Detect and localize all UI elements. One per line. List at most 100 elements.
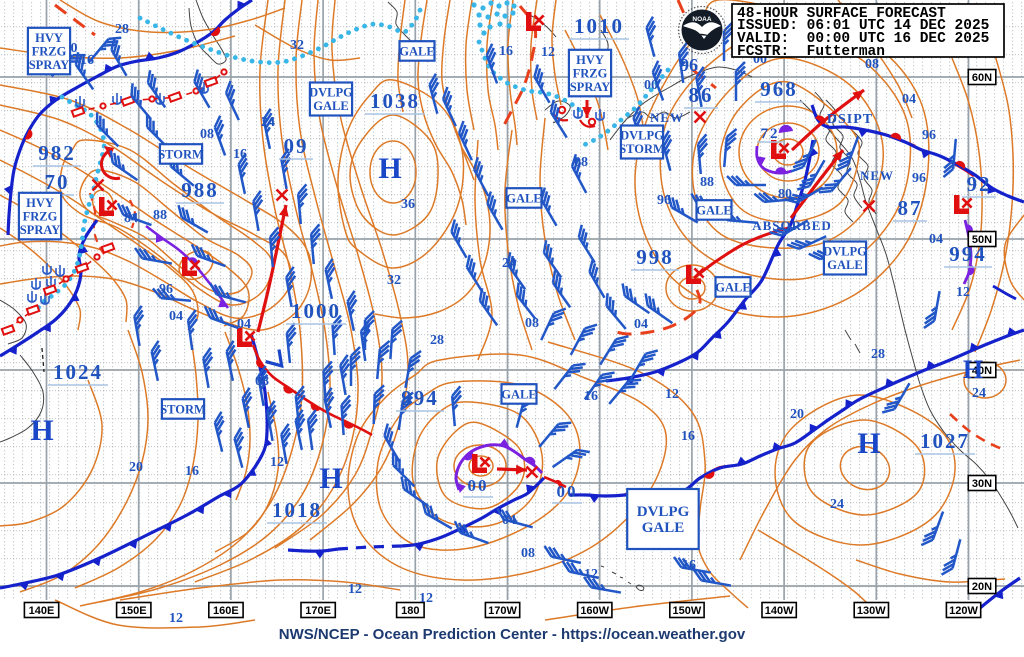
svg-text:GALE: GALE (399, 44, 434, 58)
svg-text:FRZG: FRZG (23, 209, 58, 223)
svg-text:04: 04 (169, 309, 183, 324)
svg-text:0: 0 (71, 41, 78, 56)
svg-text:04: 04 (929, 232, 943, 247)
svg-text:08: 08 (865, 57, 879, 72)
svg-text:HVY: HVY (35, 31, 63, 45)
svg-text:32: 32 (387, 273, 401, 288)
svg-text:H: H (30, 414, 53, 447)
svg-text:87: 87 (898, 196, 923, 220)
svg-text:NEW: NEW (860, 168, 894, 183)
svg-text:08: 08 (574, 155, 588, 170)
svg-text:36: 36 (401, 197, 415, 212)
svg-text:GALE: GALE (827, 258, 862, 272)
svg-text:24: 24 (972, 386, 986, 401)
svg-text:04: 04 (237, 317, 251, 332)
svg-text:16: 16 (233, 147, 247, 162)
svg-text:982: 982 (38, 141, 76, 165)
svg-text:150E: 150E (121, 605, 147, 617)
svg-text:96: 96 (912, 171, 926, 186)
svg-text:170E: 170E (305, 605, 331, 617)
svg-text:GALE: GALE (506, 191, 541, 205)
svg-text:160W: 160W (580, 605, 609, 617)
svg-text:994: 994 (949, 242, 987, 266)
svg-text:32: 32 (290, 38, 304, 53)
svg-text:16: 16 (185, 464, 199, 479)
svg-text:24: 24 (830, 497, 844, 512)
svg-text:ISSUED: 06:01 UTC 14 DEC 2025: ISSUED: 06:01 UTC 14 DEC 2025 (737, 18, 989, 34)
svg-text:STORM: STORM (160, 402, 206, 416)
svg-text:SPRAY: SPRAY (20, 223, 61, 237)
svg-text:1018: 1018 (272, 498, 322, 522)
svg-text:00: 00 (644, 78, 658, 93)
svg-text:08: 08 (521, 546, 535, 561)
svg-text:12: 12 (541, 45, 555, 60)
svg-text:24: 24 (261, 115, 275, 130)
svg-text:96: 96 (680, 55, 698, 75)
svg-text:72: 72 (761, 126, 780, 142)
svg-text:48-HOUR SURFACE FORECAST: 48-HOUR SURFACE FORECAST (737, 6, 946, 22)
svg-text:12: 12 (270, 455, 284, 470)
svg-text:16: 16 (584, 389, 598, 404)
svg-text:28: 28 (115, 22, 129, 37)
svg-text:H: H (857, 427, 880, 460)
svg-text:04: 04 (502, 513, 516, 528)
svg-text:04: 04 (902, 92, 916, 107)
svg-text:1000: 1000 (291, 299, 341, 323)
svg-text:ABSORBED: ABSORBED (752, 218, 832, 233)
svg-text:994: 994 (401, 386, 439, 410)
svg-text:09: 09 (284, 134, 309, 158)
svg-text:180: 180 (401, 605, 419, 617)
svg-text:60N: 60N (972, 72, 992, 84)
svg-text:GALE: GALE (313, 99, 348, 113)
svg-text:NEW: NEW (650, 110, 684, 125)
svg-text:H: H (963, 355, 983, 384)
svg-text:50N: 50N (972, 234, 992, 246)
svg-text:12: 12 (169, 611, 183, 626)
svg-text:1024: 1024 (53, 360, 103, 384)
svg-text:16: 16 (682, 558, 696, 573)
svg-text:150W: 150W (673, 605, 702, 617)
svg-text:1038: 1038 (370, 89, 420, 113)
svg-text:HVY: HVY (576, 53, 604, 67)
svg-text:DVLPG: DVLPG (309, 86, 353, 100)
svg-text:DVLPG: DVLPG (620, 129, 664, 143)
svg-text:GALE: GALE (501, 387, 536, 401)
svg-text:08: 08 (255, 374, 269, 389)
svg-text:70: 70 (45, 170, 70, 194)
svg-text:160E: 160E (213, 605, 239, 617)
svg-text:140W: 140W (765, 605, 794, 617)
svg-text:86: 86 (689, 83, 714, 107)
svg-text:STORM: STORM (158, 147, 204, 161)
svg-text:20N: 20N (972, 581, 992, 593)
svg-text:GALE: GALE (696, 203, 731, 217)
svg-text:968: 968 (760, 77, 798, 101)
svg-text:988: 988 (181, 178, 219, 202)
svg-text:130W: 130W (857, 605, 886, 617)
svg-text:84: 84 (124, 211, 138, 226)
svg-text:H: H (378, 152, 401, 185)
svg-text:30N: 30N (972, 478, 992, 490)
svg-text:SPRAY: SPRAY (29, 58, 70, 72)
svg-text:20: 20 (129, 460, 143, 475)
svg-text:00: 00 (468, 476, 489, 495)
svg-text:16: 16 (681, 429, 695, 444)
svg-text:STORM: STORM (619, 142, 665, 156)
svg-text:998: 998 (636, 245, 674, 269)
svg-text:1010: 1010 (574, 14, 624, 38)
svg-text:80: 80 (778, 187, 792, 202)
svg-text:GALE: GALE (715, 280, 750, 294)
svg-text:170W: 170W (488, 605, 517, 617)
svg-text:08: 08 (200, 127, 214, 142)
svg-text:1027: 1027 (920, 429, 970, 453)
svg-text:12: 12 (956, 285, 970, 300)
svg-text:12: 12 (584, 567, 598, 582)
svg-text:92: 92 (967, 172, 992, 196)
svg-text:NWS/NCEP - Ocean Prediction Ce: NWS/NCEP - Ocean Prediction Center - htt… (279, 626, 746, 643)
svg-text:08: 08 (525, 316, 539, 331)
svg-text:DSIPT: DSIPT (827, 112, 873, 127)
svg-text:120W: 120W (949, 605, 978, 617)
svg-text:12: 12 (419, 591, 433, 606)
svg-text:SPRAY: SPRAY (570, 80, 611, 94)
svg-text:NOAA: NOAA (692, 16, 711, 23)
svg-text:24: 24 (502, 256, 516, 271)
